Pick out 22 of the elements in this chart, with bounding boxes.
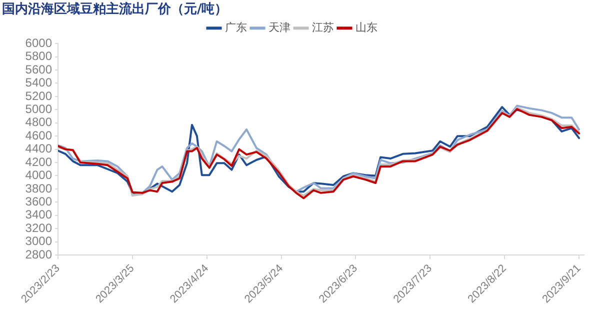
y-tick-label: 4400 bbox=[25, 142, 52, 156]
y-tick-label: 3200 bbox=[25, 220, 52, 235]
y-tick-label: 4200 bbox=[25, 154, 52, 169]
y-tick-label: 3600 bbox=[25, 194, 52, 208]
chart-title: 国内沿海区域豆粕主流出厂价（元/吨） bbox=[2, 1, 228, 18]
y-tick-label: 5000 bbox=[25, 102, 52, 116]
legend-label: 江苏 bbox=[312, 20, 334, 34]
legend-label: 广东 bbox=[225, 20, 247, 34]
y-tick-label: 4800 bbox=[25, 115, 52, 130]
y-tick-label: 6000 bbox=[25, 36, 52, 50]
y-tick-label: 4000 bbox=[25, 168, 52, 182]
y-tick-label: 3800 bbox=[25, 181, 52, 196]
y-tick-label: 3400 bbox=[25, 208, 52, 222]
y-tick-label: 5800 bbox=[25, 49, 52, 64]
legend-label: 天津 bbox=[268, 20, 290, 34]
y-tick-label: 5200 bbox=[25, 88, 52, 103]
y-tick-label: 2800 bbox=[25, 247, 52, 262]
y-tick-label: 5600 bbox=[25, 62, 52, 76]
y-tick-label: 3000 bbox=[25, 234, 52, 248]
legend-label: 山东 bbox=[356, 20, 378, 34]
y-tick-label: 5400 bbox=[25, 76, 52, 90]
y-tick-label: 4600 bbox=[25, 128, 52, 142]
